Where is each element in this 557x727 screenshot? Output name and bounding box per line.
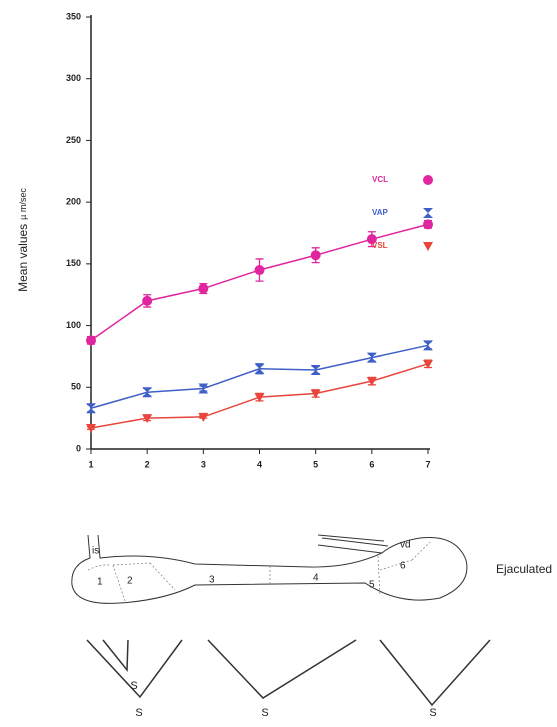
y-label: Mean values <box>16 224 30 292</box>
marker <box>198 383 209 394</box>
marker <box>423 242 433 251</box>
x-tick-label: 1 <box>88 459 93 469</box>
x-tick-label: 4 <box>257 459 262 469</box>
region-label: 2 <box>127 576 133 587</box>
x-tick-label: 6 <box>369 459 374 469</box>
region-label: 5 <box>369 580 375 591</box>
diagram-labels: is 1 2 3 4 5 6 vd Ejaculated S S S S <box>92 540 552 719</box>
v-brackets <box>86 639 491 707</box>
marker <box>254 363 265 374</box>
marker <box>423 208 433 218</box>
y-tick-label: 100 <box>66 320 81 330</box>
x-tick-label: 2 <box>145 459 150 469</box>
legend-label: VSL <box>372 241 388 250</box>
vas-deferens <box>317 534 389 554</box>
marker <box>310 250 321 261</box>
s-label: S <box>261 707 268 719</box>
marker <box>366 352 377 363</box>
y-tick-label: 250 <box>66 135 81 145</box>
region-dividers <box>87 541 431 602</box>
y-tick-label: 350 <box>66 11 81 21</box>
region-label: 6 <box>400 561 406 572</box>
y-tick-label: 200 <box>66 197 81 207</box>
y-tick-label: 0 <box>76 443 81 453</box>
marker <box>310 389 321 399</box>
marker <box>254 265 265 276</box>
y-tick-label: 150 <box>66 258 81 268</box>
marker <box>423 219 433 230</box>
x-tick-label: 5 <box>313 459 318 469</box>
x-tick-label: 3 <box>201 459 206 469</box>
y-axis-label: Mean values µ m/sec <box>16 188 30 292</box>
region-label: is <box>92 546 99 557</box>
marker <box>198 412 209 422</box>
marker <box>423 175 433 185</box>
s-label: S <box>130 680 137 692</box>
marker <box>86 335 96 346</box>
marker <box>423 340 433 351</box>
legend-label: VCL <box>372 175 388 184</box>
region-label: 4 <box>313 573 319 584</box>
legend-label: VAP <box>372 208 389 217</box>
y-unit: µ m/sec <box>18 188 28 220</box>
y-tick-label: 300 <box>66 73 81 83</box>
region-label: 3 <box>209 575 215 586</box>
s-label: S <box>429 707 436 719</box>
marker <box>366 377 377 387</box>
region-label: vd <box>400 540 411 551</box>
marker <box>142 414 153 424</box>
marker <box>198 283 209 294</box>
marker <box>423 359 433 369</box>
epididymis-outline <box>71 534 468 604</box>
marker <box>310 365 321 376</box>
marker <box>86 424 96 434</box>
s-label: S <box>135 707 142 719</box>
marker <box>142 387 153 398</box>
marker <box>142 295 153 306</box>
x-tick-label: 7 <box>425 459 430 469</box>
diagram <box>71 534 491 707</box>
marker <box>366 234 377 245</box>
region-label: 1 <box>97 577 103 588</box>
marker <box>86 403 96 414</box>
y-tick-label: 50 <box>71 382 81 392</box>
ejaculated-label: Ejaculated <box>496 562 552 576</box>
marker <box>254 393 265 403</box>
